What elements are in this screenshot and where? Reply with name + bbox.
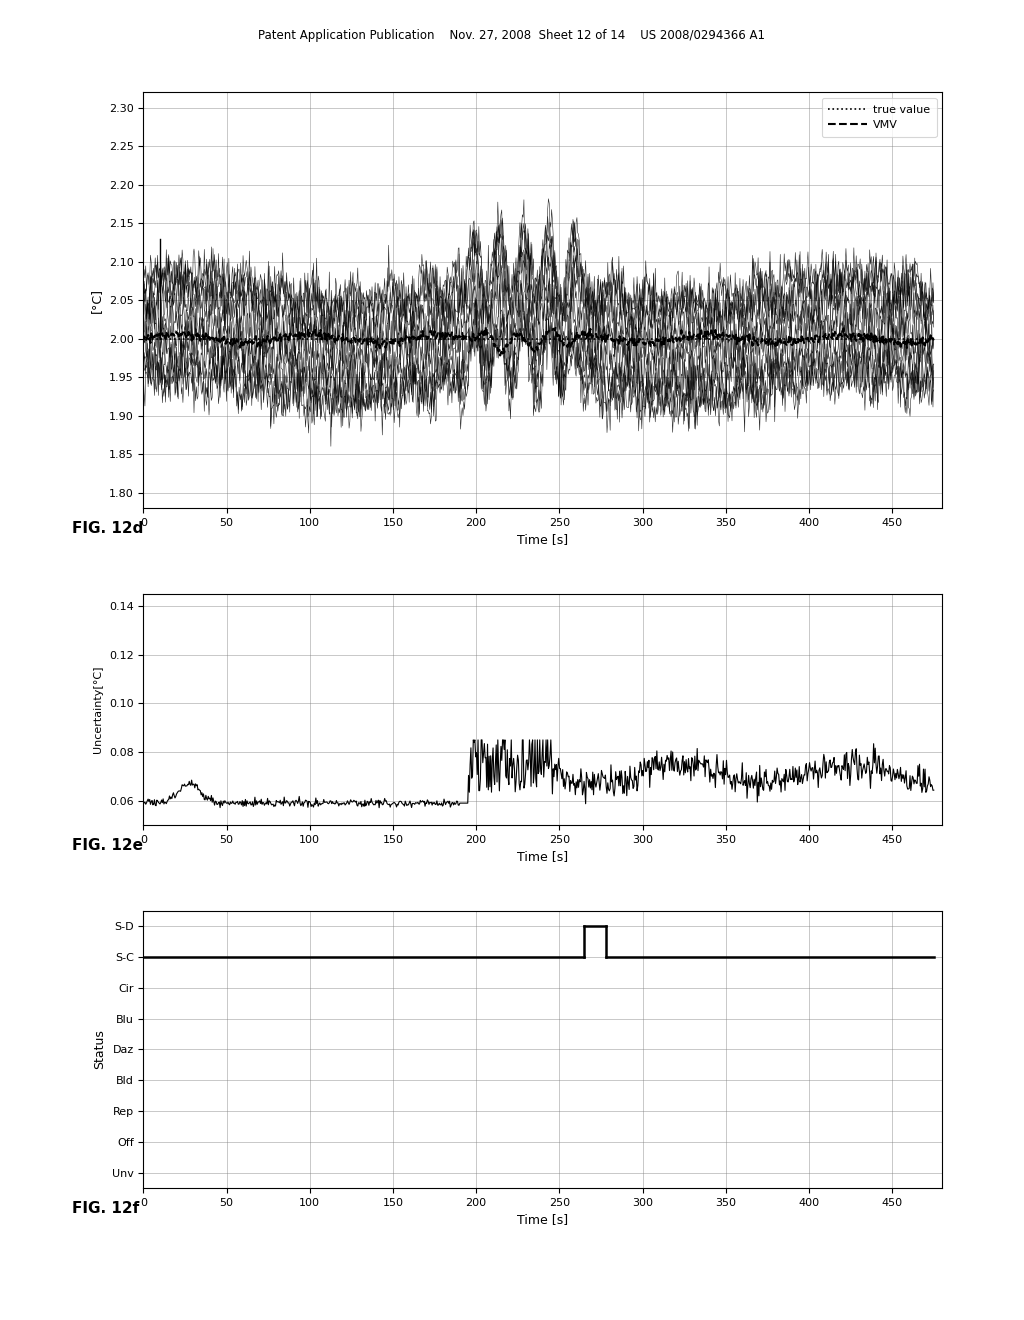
Y-axis label: Uncertainty[°C]: Uncertainty[°C] — [93, 665, 103, 754]
VMV — [486, 331, 499, 347]
Text: FIG. 12d: FIG. 12d — [72, 521, 143, 536]
VMV — [494, 347, 506, 363]
VMV — [755, 334, 767, 350]
Y-axis label: Status: Status — [93, 1030, 106, 1069]
X-axis label: Time [s]: Time [s] — [517, 533, 568, 546]
X-axis label: Time [s]: Time [s] — [517, 850, 568, 863]
true value — [457, 331, 469, 347]
VMV — [682, 329, 694, 345]
X-axis label: Time [s]: Time [s] — [517, 1213, 568, 1226]
Y-axis label: [°C]: [°C] — [90, 288, 103, 313]
VMV — [480, 318, 493, 334]
true value — [218, 331, 230, 347]
true value — [928, 331, 940, 347]
true value — [137, 331, 150, 347]
VMV — [928, 333, 940, 348]
Text: FIG. 12f: FIG. 12f — [72, 1201, 139, 1216]
VMV — [218, 329, 230, 345]
Legend: true value, VMV: true value, VMV — [821, 98, 937, 137]
Line: VMV: VMV — [143, 326, 934, 355]
true value — [485, 331, 498, 347]
true value — [680, 331, 692, 347]
Text: FIG. 12e: FIG. 12e — [72, 838, 142, 853]
true value — [754, 331, 766, 347]
VMV — [769, 338, 781, 354]
true value — [768, 331, 780, 347]
Text: Patent Application Publication    Nov. 27, 2008  Sheet 12 of 14    US 2008/02943: Patent Application Publication Nov. 27, … — [258, 29, 766, 42]
VMV — [457, 333, 469, 348]
VMV — [137, 334, 150, 350]
